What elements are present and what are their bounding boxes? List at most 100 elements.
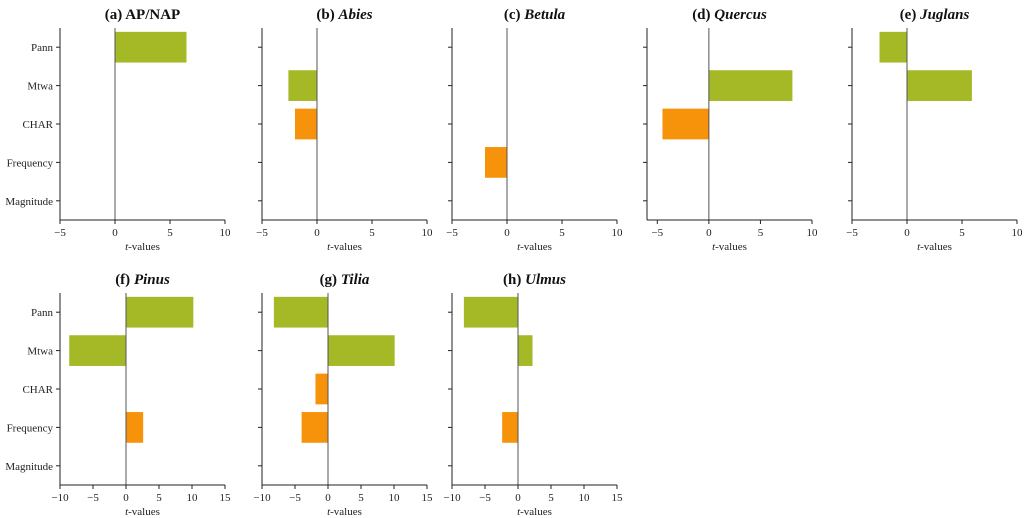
x-tick-label: −5	[54, 227, 66, 239]
x-axis-label-italic: t	[917, 241, 921, 253]
x-tick-label: 5	[758, 227, 764, 239]
x-tick-label: 10	[422, 227, 434, 239]
panel-h: (h) Ulmus −10 −5 0 5 10 15 t-values	[443, 272, 623, 518]
x-axis-label-rest: -values	[128, 241, 160, 253]
x-tick-label: −10	[443, 492, 461, 504]
x-tick-label: −5	[289, 492, 301, 504]
panel-title-taxon: Betula	[523, 7, 565, 23]
x-tick-label: 0	[112, 227, 118, 239]
panel-title-prefix: (f)	[115, 272, 134, 288]
x-axis-label: t-values	[327, 506, 362, 518]
panel-title-taxon: Pinus	[134, 272, 170, 288]
x-axis-label-italic: t	[125, 506, 129, 518]
x-tick-label: 5	[369, 227, 375, 239]
x-axis-label-italic: t	[327, 506, 331, 518]
bar-pann	[273, 296, 328, 328]
x-tick-label: 5	[959, 227, 965, 239]
x-axis-label-italic: t	[517, 506, 521, 518]
x-axis-label-italic: t	[517, 241, 521, 253]
panel-title-prefix: (h)	[503, 272, 525, 288]
panel-title: (e) Juglans	[900, 7, 970, 23]
panel-title: (b) Abies	[316, 7, 372, 23]
x-tick-label: −10	[51, 492, 69, 504]
x-axis-label-italic: t	[327, 241, 331, 253]
y-tick-label-frequency: Frequency	[7, 422, 54, 434]
x-tick-label: 10	[389, 492, 401, 504]
x-tick-label: 15	[612, 492, 624, 504]
panel-title-prefix: (b)	[316, 7, 338, 23]
panel-title: (f) Pinus	[115, 272, 170, 288]
bar-pann	[463, 296, 518, 328]
bar-mtwa	[288, 70, 317, 101]
x-tick-label: 0	[706, 227, 712, 239]
x-axis-label-italic: t	[125, 241, 129, 253]
y-tick-label-char: CHAR	[22, 119, 53, 131]
y-tick-label-pann: Pann	[31, 42, 54, 54]
x-tick-label: −5	[479, 492, 491, 504]
x-tick-label: 10	[187, 492, 199, 504]
x-axis-label-rest: -values	[330, 506, 362, 518]
y-tick-label-mtwa: Mtwa	[27, 346, 53, 358]
x-tick-label: 5	[559, 227, 565, 239]
panel-g: (g) Tilia −10 −5 0 5 10 15 t-values	[253, 272, 433, 518]
x-axis-label-rest: -values	[128, 506, 160, 518]
panel-title: (a) AP/NAP	[105, 7, 180, 23]
x-tick-label: 0	[504, 227, 510, 239]
bar-pann	[879, 31, 907, 63]
panel-title-taxon: Tilia	[341, 272, 370, 288]
x-axis-label: t-values	[517, 506, 552, 518]
bar-pann	[126, 296, 194, 328]
panel-title-prefix: (a)	[105, 7, 125, 23]
x-tick-label: −5	[446, 227, 458, 239]
panel-title-taxon: Juglans	[919, 7, 969, 23]
bar-char	[662, 108, 709, 140]
x-tick-label: 10	[612, 227, 624, 239]
x-tick-label: 5	[358, 492, 364, 504]
x-tick-label: 10	[220, 227, 232, 239]
x-tick-label: 15	[422, 492, 434, 504]
y-tick-label-magnitude: Magnitude	[5, 461, 53, 473]
x-tick-label: −10	[253, 492, 271, 504]
y-tick-label-char: CHAR	[22, 384, 53, 396]
panel-d: (d) Quercus −5 0 5 10 t-values	[643, 7, 818, 253]
bar-mtwa	[708, 70, 793, 101]
x-tick-label: 5	[156, 492, 162, 504]
x-tick-label: 0	[123, 492, 129, 504]
panel-title: (h) Ulmus	[503, 272, 566, 288]
x-tick-label: −5	[846, 227, 858, 239]
panel-title: (c) Betula	[504, 7, 566, 23]
x-axis-label-rest: -values	[330, 241, 362, 253]
x-axis-label-rest: -values	[520, 506, 552, 518]
panel-f: (f) Pinus Pann Mtwa CHAR Frequency Magnitude −…	[5, 272, 231, 518]
x-tick-label: 5	[548, 492, 554, 504]
panel-title: (d) Quercus	[692, 7, 767, 23]
y-tick-label-frequency: Frequency	[7, 157, 54, 169]
panel-title-taxon: Ulmus	[525, 272, 566, 288]
x-axis-label: t-values	[712, 241, 747, 253]
x-tick-label: 0	[904, 227, 910, 239]
x-tick-label: 10	[1012, 227, 1024, 239]
panel-title-prefix: (g)	[320, 272, 341, 288]
x-axis-label: t-values	[125, 506, 160, 518]
x-tick-label: −5	[87, 492, 99, 504]
x-axis-label-rest: -values	[715, 241, 747, 253]
bar-frequency	[502, 412, 518, 443]
x-tick-label: 0	[314, 227, 320, 239]
panel-c: (c) Betula −5 0 5 10 t-values	[446, 7, 623, 253]
panel-title-prefix: (c)	[504, 7, 524, 23]
x-axis-label: t-values	[517, 241, 552, 253]
panel-title-taxon: Abies	[337, 7, 372, 23]
panel-title: (g) Tilia	[320, 272, 370, 288]
panel-title-prefix: (e)	[900, 7, 920, 23]
x-axis-label-rest: -values	[520, 241, 552, 253]
bar-pann	[115, 31, 187, 63]
x-axis-label: t-values	[917, 241, 952, 253]
bar-char	[295, 108, 317, 140]
x-tick-label: 10	[579, 492, 591, 504]
x-tick-label: −5	[256, 227, 268, 239]
y-tick-label-magnitude: Magnitude	[5, 196, 53, 208]
x-tick-label: 5	[167, 227, 173, 239]
bar-frequency	[301, 412, 328, 443]
panel-b: (b) Abies −5 0 5 10 t-values	[256, 7, 433, 253]
x-axis-label-italic: t	[712, 241, 716, 253]
